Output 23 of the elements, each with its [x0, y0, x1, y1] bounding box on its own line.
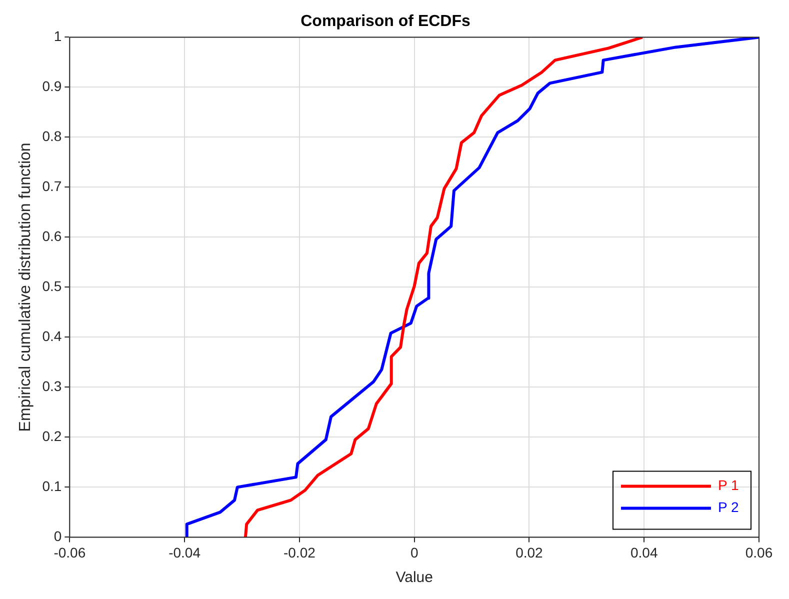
y-tick-label: 0.4 [42, 328, 62, 344]
y-tick-label: 1 [54, 28, 62, 44]
x-tick-label: 0.06 [745, 544, 773, 560]
y-tick-label: 0.8 [42, 128, 62, 144]
x-tick-label: 0.02 [516, 544, 544, 560]
y-tick-label: 0.7 [42, 178, 62, 194]
y-tick-label: 0.6 [42, 228, 62, 244]
y-tick-label: 0.1 [42, 478, 62, 494]
x-tick-label: 0 [410, 544, 418, 560]
x-axis-title: Value [396, 569, 433, 586]
y-axis-title: Empirical cumulative distribution function [17, 142, 34, 432]
y-tick-label: 0 [54, 528, 62, 544]
x-tick-label: -0.02 [283, 544, 316, 560]
x-tick-label: 0.04 [630, 544, 658, 560]
x-tick-label: -0.06 [54, 544, 86, 560]
y-tick-label: 0.5 [42, 278, 62, 294]
chart-title: Comparison of ECDFs [300, 13, 470, 30]
y-tick-label: 0.3 [42, 378, 62, 394]
text: P 1 [718, 477, 739, 494]
y-tick-label: 0.2 [42, 428, 62, 444]
text: P 2 [718, 499, 739, 516]
y-tick-label: 0.9 [42, 78, 62, 94]
x-tick-label: -0.04 [168, 544, 201, 560]
